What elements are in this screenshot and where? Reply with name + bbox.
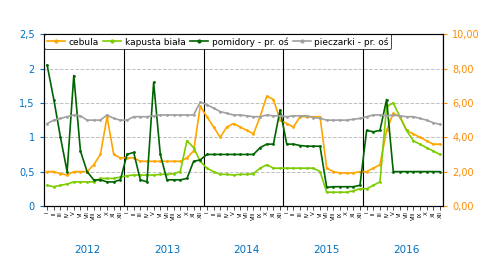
Text: 2014: 2014 [234,245,260,255]
Legend: cebula, kapusta biała, pomidory - pr. oś, pieczarki - pr. oś: cebula, kapusta biała, pomidory - pr. oś… [44,34,392,49]
Text: 2016: 2016 [393,245,420,255]
Text: 2015: 2015 [314,245,340,255]
Text: 2012: 2012 [74,245,100,255]
Text: 2013: 2013 [154,245,180,255]
